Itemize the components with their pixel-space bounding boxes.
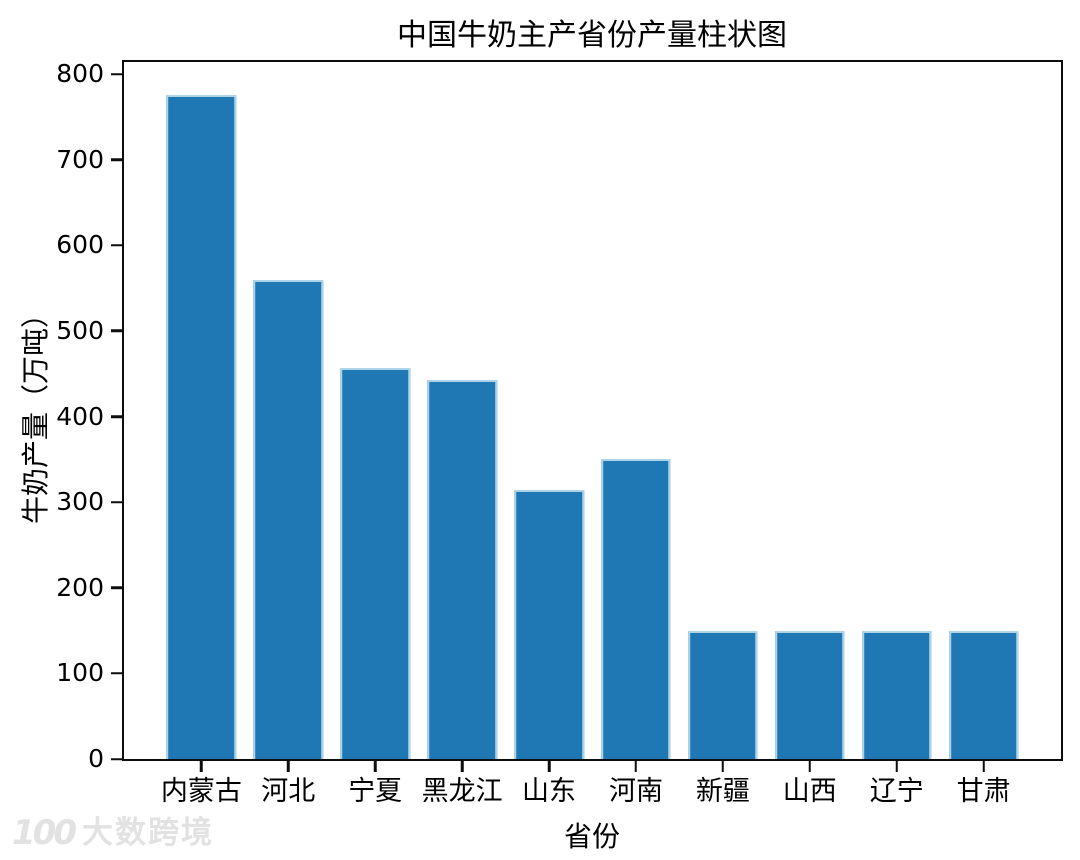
x-tick-mark <box>721 761 725 772</box>
x-tick-label: 甘肃 <box>956 776 1011 807</box>
y-tick-mark <box>111 672 122 675</box>
x-tick-label: 新疆 <box>695 776 750 807</box>
x-tick-mark <box>373 761 377 772</box>
bar-6 <box>688 630 758 759</box>
x-tick-label: 河南 <box>608 776 663 807</box>
bar-4 <box>514 490 584 759</box>
bars-container <box>124 62 1061 759</box>
y-tick-label: 300 <box>56 486 104 516</box>
x-tick-mark <box>460 761 464 772</box>
bar-7 <box>775 630 845 759</box>
y-tick-mark <box>111 329 122 333</box>
y-tick-label: 500 <box>56 315 104 345</box>
bar-2 <box>340 367 410 759</box>
x-tick-label: 山西 <box>782 776 837 807</box>
y-axis-label: 牛奶产量（万吨） <box>19 299 52 525</box>
y-tick-mark <box>111 415 122 418</box>
x-tick-label: 河北 <box>261 776 316 807</box>
plot-area: 内蒙古 河北 宁夏 黑龙江 山东 河南 新疆 山西 辽宁 甘肃 0 100 200 300 400 500 60… <box>56 60 1063 806</box>
bar-0 <box>166 95 237 759</box>
y-tick-mark <box>111 757 122 761</box>
y-tick-label: 800 <box>56 58 104 88</box>
y-tick-label: 400 <box>56 401 104 431</box>
x-tick-label: 宁夏 <box>348 776 403 807</box>
bar-3 <box>427 379 497 759</box>
y-tick-mark <box>111 500 122 504</box>
bar-9 <box>948 630 1019 759</box>
x-tick-label: 山东 <box>522 776 577 807</box>
x-tick-mark <box>547 761 551 772</box>
x-tick-mark <box>982 761 985 772</box>
x-axis-label: 省份 <box>563 820 621 853</box>
x-tick-label: 内蒙古 <box>160 776 242 807</box>
x-tick-mark <box>895 761 898 772</box>
chart-title: 中国牛奶主产省份产量柱状图 <box>397 18 787 53</box>
y-tick-label: 200 <box>56 572 104 602</box>
y-tick-mark <box>111 72 122 76</box>
y-tick-mark <box>111 244 122 247</box>
y-tick-label: 100 <box>56 658 104 688</box>
watermark-logo-icon: 100 <box>12 813 77 853</box>
x-tick-mark <box>808 761 812 772</box>
x-tick-mark <box>200 761 203 772</box>
watermark-text: 大数跨境 <box>81 814 214 851</box>
x-tick-mark <box>634 761 638 772</box>
x-tick-label: 黑龙江 <box>421 776 503 807</box>
watermark: 100 大数跨境 <box>12 816 214 850</box>
y-tick-mark <box>111 586 122 589</box>
y-tick-label: 700 <box>56 144 104 174</box>
x-tick-label: 辽宁 <box>869 776 924 807</box>
bar-8 <box>861 630 932 759</box>
bar-1 <box>253 279 324 759</box>
x-tick-mark <box>287 761 290 772</box>
y-tick-label: 0 <box>88 743 104 773</box>
y-tick-mark <box>111 158 122 161</box>
bar-5 <box>601 459 671 759</box>
y-tick-label: 600 <box>56 230 104 259</box>
